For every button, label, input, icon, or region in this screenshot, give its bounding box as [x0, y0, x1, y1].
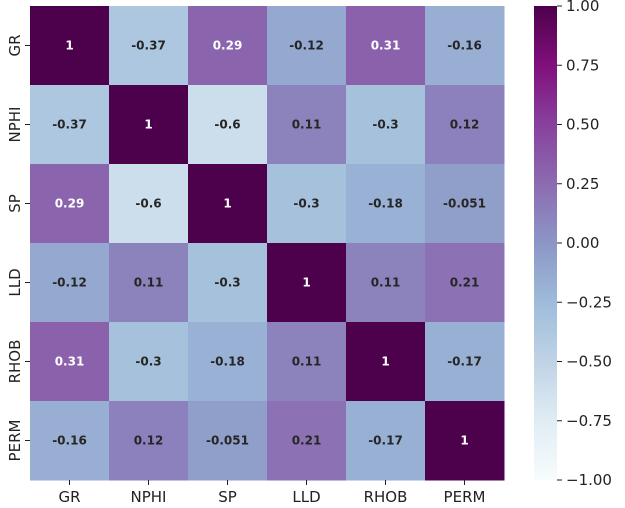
heatmap-cell-label: -0.3	[293, 197, 319, 211]
colorbar-tick-label: −1.00	[566, 471, 612, 489]
heatmap-cell-rhob-nphi	[109, 322, 189, 402]
heatmap-cell-label: 1	[381, 355, 389, 369]
heatmap-cell-label: -0.3	[372, 118, 398, 132]
heatmap-cell-nphi-perm	[425, 85, 505, 165]
heatmap-cell-perm-sp	[188, 401, 268, 481]
heatmap-cell-rhob-lld	[267, 322, 347, 402]
heatmap-cell-label: 0.29	[213, 39, 243, 53]
x-axis-ticks: GR NPHI SP LLD RHOB PERM	[58, 480, 485, 506]
heatmap-cell-label: 0.11	[292, 118, 322, 132]
heatmap-cell-label: 1	[460, 434, 468, 448]
x-tick-label-perm: PERM	[444, 488, 486, 506]
x-tick-label-lld: LLD	[292, 488, 320, 506]
colorbar-tick-label: −0.50	[566, 353, 612, 371]
x-tick-label-sp: SP	[218, 488, 237, 506]
colorbar-tick-label: −0.25	[566, 293, 612, 311]
heatmap-cell-label: -0.12	[52, 276, 87, 290]
heatmap-cell-nphi-rhob	[346, 85, 426, 165]
heatmap-cell-gr-sp	[188, 6, 268, 86]
heatmap-cell-rhob-sp	[188, 322, 268, 402]
heatmap-cell-sp-lld	[267, 164, 347, 244]
y-tick-label-gr: GR	[6, 34, 24, 56]
colorbar-gradient	[534, 6, 557, 480]
y-tick-label-nphi: NPHI	[6, 107, 24, 143]
heatmap-cell-perm-rhob	[346, 401, 426, 481]
heatmap-cell-label: 1	[144, 118, 152, 132]
heatmap-cell-label: -0.6	[214, 118, 240, 132]
heatmap-cell-gr-lld	[267, 6, 347, 86]
heatmap-cell-label: 0.31	[55, 355, 85, 369]
heatmap-cell-nphi-nphi	[109, 85, 189, 165]
heatmap-cell-nphi-lld	[267, 85, 347, 165]
heatmap-cell-label: -0.051	[206, 434, 249, 448]
heatmap-cell-label: -0.17	[447, 355, 482, 369]
heatmap-cell-label: -0.17	[368, 434, 403, 448]
heatmap-cell-sp-gr	[30, 164, 110, 244]
heatmap-cell-label: 0.31	[371, 39, 401, 53]
heatmap-cell-gr-nphi	[109, 6, 189, 86]
heatmap-cell-label: 0.11	[371, 276, 401, 290]
colorbar-tick-label: 0.75	[566, 56, 599, 74]
heatmap-cell-sp-rhob	[346, 164, 426, 244]
heatmap-cell-sp-perm	[425, 164, 505, 244]
y-tick-label-perm: PERM	[6, 420, 24, 462]
heatmap-cell-label: -0.12	[289, 39, 324, 53]
heatmap-cell-label: 0.12	[134, 434, 164, 448]
x-tick-label-rhob: RHOB	[364, 488, 408, 506]
heatmap-cell-perm-nphi	[109, 401, 189, 481]
heatmap-cell-lld-gr	[30, 243, 110, 323]
y-tick-label-lld: LLD	[6, 268, 24, 296]
colorbar-tick-label: −0.75	[566, 412, 612, 430]
heatmap-cell-label: -0.3	[135, 355, 161, 369]
heatmap-cell-lld-perm	[425, 243, 505, 323]
heatmap-cells: 1 -0.37 0.29 -0.12 0.31 -0.16 -0.37 1 -0.6 0.11 -0…	[30, 6, 505, 481]
heatmap-cell-label: -0.37	[131, 39, 166, 53]
heatmap-cell-label: -0.6	[135, 197, 161, 211]
heatmap-cell-perm-lld	[267, 401, 347, 481]
heatmap-cell-nphi-gr	[30, 85, 110, 165]
heatmap-cell-lld-sp	[188, 243, 268, 323]
colorbar-tick-label: 1.00	[566, 0, 599, 15]
heatmap-cell-label: 0.11	[292, 355, 322, 369]
x-tick-label-nphi: NPHI	[131, 488, 167, 506]
colorbar-tick-label: 0.50	[566, 116, 599, 134]
heatmap-cell-rhob-gr	[30, 322, 110, 402]
heatmap-cell-label: -0.051	[443, 197, 486, 211]
y-tick-label-rhob: RHOB	[6, 340, 24, 384]
heatmap-cell-label: 1	[302, 276, 310, 290]
heatmap-cell-nphi-sp	[188, 85, 268, 165]
heatmap-cell-label: -0.37	[52, 118, 87, 132]
heatmap-cell-label: 1	[65, 39, 73, 53]
heatmap-cell-lld-lld	[267, 243, 347, 323]
heatmap-cell-gr-rhob	[346, 6, 426, 86]
colorbar-tick-label: 0.00	[566, 234, 599, 252]
y-axis-ticks: GR NPHI SP LLD RHOB PERM	[6, 34, 30, 461]
heatmap-cell-lld-rhob	[346, 243, 426, 323]
heatmap-cell-label: -0.18	[210, 355, 245, 369]
heatmap-cell-label: 0.29	[55, 197, 85, 211]
heatmap-cell-label: -0.18	[368, 197, 403, 211]
colorbar: 1.00 0.75 0.50 0.25 0.00 −0.25 −0.50 −0.75 −1.00	[534, 0, 612, 489]
heatmap-cell-label: 0.21	[450, 276, 480, 290]
heatmap-cell-label: 0.21	[292, 434, 322, 448]
heatmap-cell-rhob-rhob	[346, 322, 426, 402]
y-tick-label-sp: SP	[6, 194, 24, 213]
heatmap-cell-label: -0.16	[447, 39, 482, 53]
heatmap-cell-gr-gr	[30, 6, 110, 86]
heatmap-cell-label: 0.11	[134, 276, 164, 290]
heatmap-cell-rhob-perm	[425, 322, 505, 402]
heatmap-cell-label: -0.16	[52, 434, 87, 448]
heatmap-cell-sp-sp	[188, 164, 268, 244]
heatmap-cell-perm-perm	[425, 401, 505, 481]
heatmap-cell-label: -0.3	[214, 276, 240, 290]
heatmap-cell-gr-perm	[425, 6, 505, 86]
heatmap-cell-lld-nphi	[109, 243, 189, 323]
heatmap-cell-sp-nphi	[109, 164, 189, 244]
heatmap-cell-label: 0.12	[450, 118, 480, 132]
heatmap-cell-perm-gr	[30, 401, 110, 481]
x-tick-label-gr: GR	[58, 488, 80, 506]
colorbar-tick-label: 0.25	[566, 175, 599, 193]
heatmap-cell-label: 1	[223, 197, 231, 211]
